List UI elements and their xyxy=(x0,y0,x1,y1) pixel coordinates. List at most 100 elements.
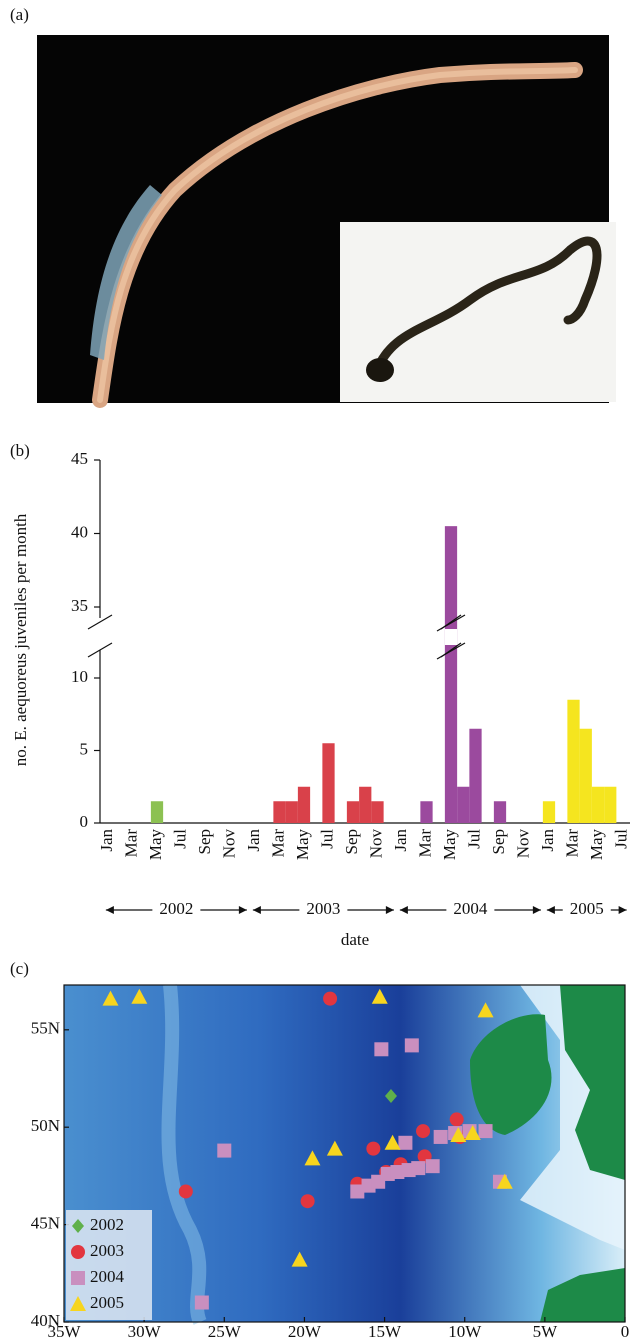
x-tick-label: 25W xyxy=(208,1322,242,1341)
x-tick-label: Jul xyxy=(317,829,336,849)
bar-break-gap xyxy=(445,629,457,645)
y-tick-label: 50N xyxy=(31,1116,60,1135)
arrow-head xyxy=(547,906,555,914)
bar xyxy=(298,787,310,823)
x-tick-label: Jul xyxy=(611,829,630,849)
point xyxy=(323,992,337,1006)
legend-label: 2002 xyxy=(90,1215,124,1234)
bar xyxy=(494,801,506,823)
x-tick-label: Jan xyxy=(538,829,557,852)
x-tick-label: Sep xyxy=(195,829,214,855)
point xyxy=(434,1130,448,1144)
year-label: 2005 xyxy=(570,899,604,918)
x-axis-title: date xyxy=(341,930,369,949)
legend-marker xyxy=(71,1245,85,1259)
x-tick-label: 30W xyxy=(128,1322,162,1341)
bar xyxy=(420,801,432,823)
y-tick-label: 10 xyxy=(71,667,88,686)
x-tick-label: Sep xyxy=(489,829,508,855)
y-tick-label: 40 xyxy=(71,522,88,541)
x-tick-label: Jan xyxy=(391,829,410,852)
x-tick-label: Mar xyxy=(121,829,140,858)
point xyxy=(195,1296,209,1310)
point xyxy=(366,1142,380,1156)
y-tick-label: 35 xyxy=(71,596,88,615)
point xyxy=(411,1161,425,1175)
point xyxy=(398,1136,412,1150)
point xyxy=(179,1184,193,1198)
bar xyxy=(604,787,616,823)
x-tick-label: Jan xyxy=(97,829,116,852)
x-tick-label: 5W xyxy=(533,1322,559,1341)
arrow-head xyxy=(106,906,114,914)
panel-label: (a) xyxy=(10,5,29,24)
y-axis-title: no. E. aequoreus juveniles per month xyxy=(11,513,30,766)
point xyxy=(217,1144,231,1158)
x-tick-label: Jul xyxy=(170,829,189,849)
y-tick-label: 55N xyxy=(31,1019,60,1038)
x-tick-label: Mar xyxy=(562,829,581,858)
bar xyxy=(543,801,555,823)
arrow-head xyxy=(253,906,261,914)
bar xyxy=(567,700,579,823)
legend-marker xyxy=(71,1271,85,1285)
arrow-head xyxy=(239,906,247,914)
point xyxy=(426,1159,440,1173)
bar xyxy=(580,729,592,823)
bar xyxy=(322,743,334,823)
legend-label: 2004 xyxy=(90,1267,125,1286)
x-tick-label: Nov xyxy=(366,829,385,859)
map-chart: (c)35W30W25W20W15W10W5W040N45N50N55N2002… xyxy=(10,959,629,1341)
y-tick-label: 5 xyxy=(80,739,89,758)
point xyxy=(301,1194,315,1208)
y-tick-label: 45 xyxy=(71,449,88,468)
year-label: 2003 xyxy=(306,899,340,918)
x-tick-label: May xyxy=(587,829,606,861)
bar xyxy=(457,787,469,823)
panel-label: (b) xyxy=(10,441,30,460)
bar xyxy=(286,801,298,823)
x-tick-label: Nov xyxy=(513,829,532,859)
photo xyxy=(37,35,616,403)
x-tick-label: 15W xyxy=(368,1322,402,1341)
arrow-head xyxy=(533,906,541,914)
bar xyxy=(347,801,359,823)
year-label: 2004 xyxy=(453,899,488,918)
bar xyxy=(273,801,285,823)
point xyxy=(374,1042,388,1056)
y-tick-label: 40N xyxy=(31,1311,60,1330)
arrow-head xyxy=(400,906,408,914)
legend-label: 2005 xyxy=(90,1293,124,1312)
x-tick-label: Nov xyxy=(219,829,238,859)
legend-label: 2003 xyxy=(90,1241,124,1260)
x-tick-label: Jul xyxy=(464,829,483,849)
panel-label: (c) xyxy=(10,959,29,978)
bar xyxy=(359,787,371,823)
point xyxy=(405,1038,419,1052)
year-label: 2002 xyxy=(159,899,193,918)
y-tick-label: 45N xyxy=(31,1214,60,1233)
x-tick-label: Mar xyxy=(268,829,287,858)
point xyxy=(479,1124,493,1138)
bar xyxy=(371,801,383,823)
x-tick-label: Jan xyxy=(244,829,263,852)
x-tick-label: May xyxy=(293,829,312,861)
arrow-head xyxy=(619,906,627,914)
bar-chart: (b) 0 5 10 35 40 45 no. E. aequoreus juveniles … xyxy=(10,441,630,949)
bar xyxy=(469,729,481,823)
figure: (a) (b) 0 5 10 35 40 45 no. E. aequoreus juveni… xyxy=(0,0,638,1342)
y-tick-label: 0 xyxy=(80,812,89,831)
point xyxy=(416,1124,430,1138)
point xyxy=(450,1112,464,1126)
x-tick-label: 10W xyxy=(448,1322,482,1341)
bar xyxy=(445,526,457,823)
x-tick-label: May xyxy=(146,829,165,861)
x-tick-label: Sep xyxy=(342,829,361,855)
bar xyxy=(151,801,163,823)
x-tick-label: Mar xyxy=(415,829,434,858)
arrow-head xyxy=(386,906,394,914)
x-tick-label: May xyxy=(440,829,459,861)
bar xyxy=(592,787,604,823)
x-tick-label: 0 xyxy=(621,1322,630,1341)
x-tick-label: 20W xyxy=(288,1322,322,1341)
